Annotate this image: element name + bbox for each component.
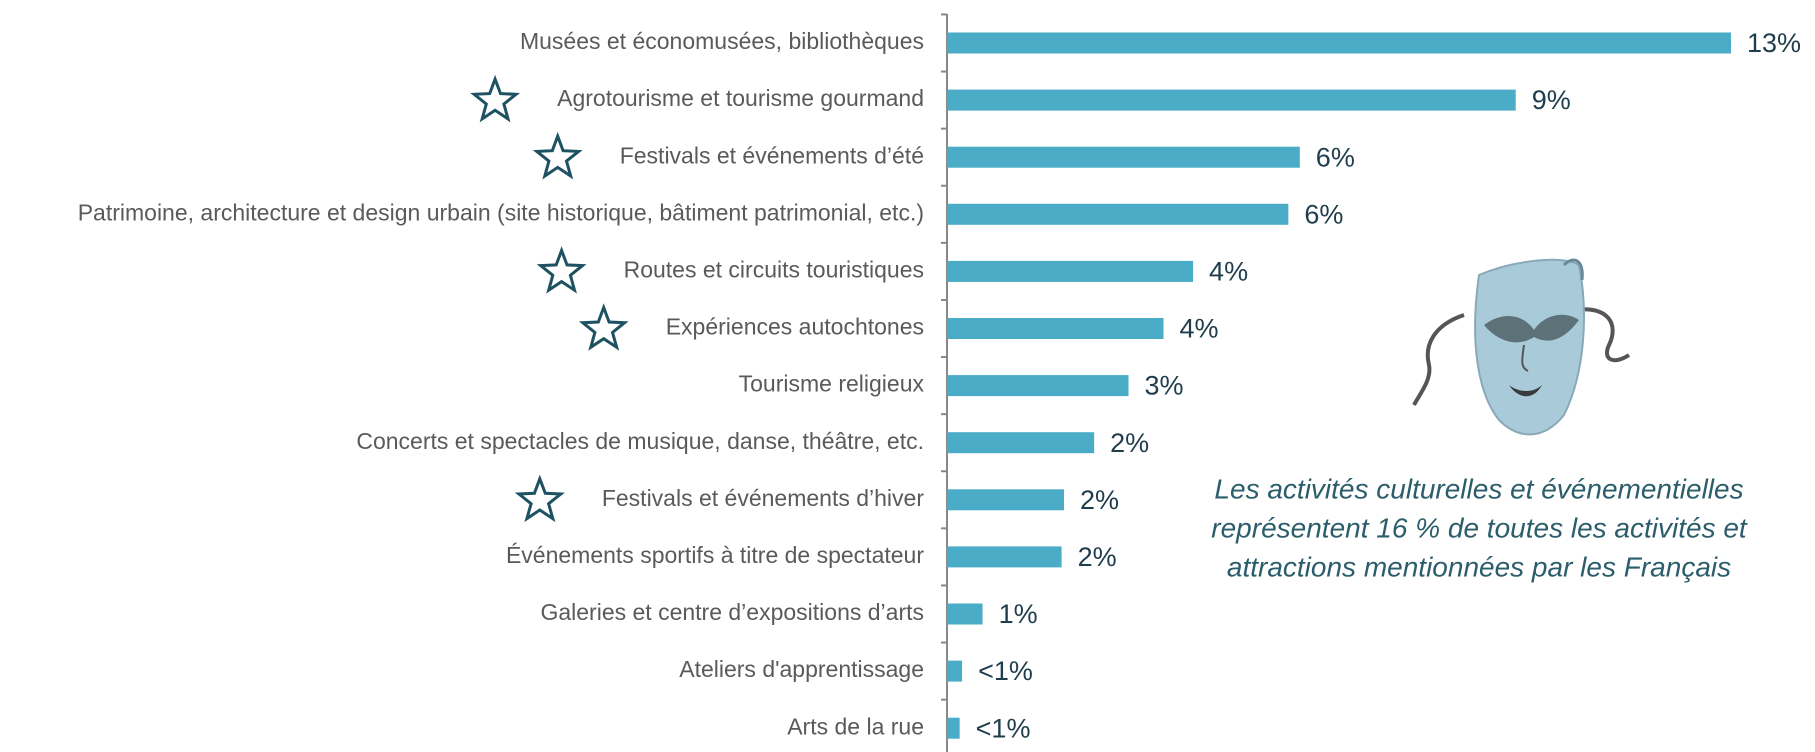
- category-label: Arts de la rue: [787, 713, 924, 739]
- mask-illustration: [1412, 258, 1631, 436]
- category-label: Routes et circuits touristiques: [624, 256, 924, 282]
- category-label: Festivals et événements d’hiver: [602, 485, 924, 511]
- value-label: 2%: [1080, 485, 1119, 515]
- value-label: 4%: [1180, 314, 1219, 344]
- bar: [947, 89, 1516, 111]
- bar: [947, 318, 1164, 339]
- bar: [947, 203, 1289, 225]
- bar: [947, 146, 1300, 168]
- value-label: <1%: [976, 713, 1031, 743]
- bar: [947, 603, 983, 625]
- category-label: Patrimoine, architecture et design urbai…: [78, 199, 924, 225]
- category-label: Agrotourisme et tourisme gourmand: [557, 85, 924, 111]
- value-label: 6%: [1304, 199, 1343, 229]
- category-label: Festivals et événements d’été: [620, 142, 924, 168]
- star-icon: [514, 474, 565, 523]
- bar: [947, 432, 1095, 454]
- value-label: 2%: [1110, 428, 1149, 458]
- star-icon: [536, 246, 587, 294]
- category-label: Événements sportifs à titre de spectateu…: [506, 542, 924, 568]
- bar: [947, 375, 1129, 397]
- value-label: 4%: [1209, 257, 1248, 287]
- value-label: <1%: [978, 656, 1033, 686]
- value-label: 6%: [1316, 142, 1355, 172]
- category-label: Musées et économusées, bibliothèques: [520, 28, 924, 54]
- category-label: Ateliers d'apprentissage: [679, 656, 924, 682]
- value-label: 1%: [999, 599, 1038, 629]
- bar: [947, 546, 1062, 568]
- annotation: attractions mentionnées par les Français: [1227, 551, 1731, 582]
- star-icon: [470, 74, 521, 123]
- annotation: Les activités culturelles et événementie…: [1214, 473, 1743, 504]
- value-label: 13%: [1747, 28, 1801, 58]
- bar: [947, 717, 960, 739]
- value-label: 3%: [1145, 371, 1184, 401]
- category-label: Concerts et spectacles de musique, danse…: [356, 428, 924, 454]
- annotation: représentent 16 % de toutes les activité…: [1211, 512, 1748, 543]
- category-label: Galeries et centre d’expositions d’arts: [540, 599, 924, 625]
- star-icon: [578, 303, 629, 351]
- bar: [947, 260, 1194, 282]
- value-label: 2%: [1078, 542, 1117, 572]
- value-label: 9%: [1532, 85, 1571, 115]
- category-label: Expériences autochtones: [666, 314, 924, 340]
- star-icon: [532, 131, 583, 180]
- bar: [947, 660, 963, 682]
- category-label: Tourisme religieux: [739, 371, 925, 397]
- bar: [947, 32, 1731, 54]
- bar: [947, 489, 1064, 511]
